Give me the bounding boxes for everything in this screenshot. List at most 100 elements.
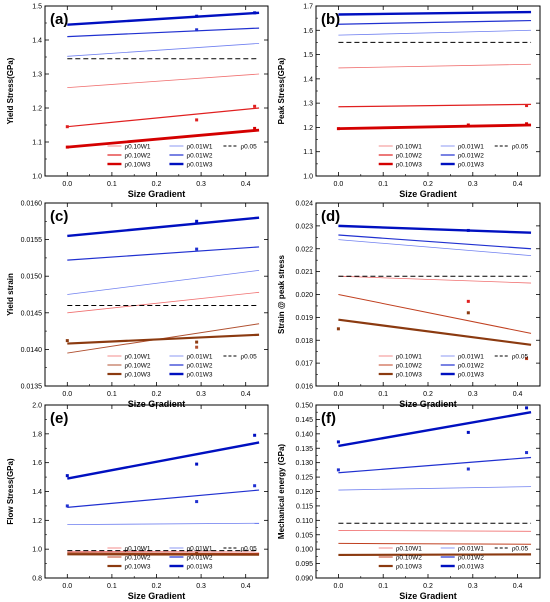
data-point bbox=[525, 104, 529, 108]
x-tick-label: 0.4 bbox=[241, 391, 251, 398]
series-line bbox=[338, 411, 532, 448]
x-tick-label: 0.0 bbox=[334, 181, 344, 188]
series-line bbox=[338, 553, 532, 557]
series-line bbox=[338, 318, 532, 346]
legend-entry: ρ0.10W1 bbox=[396, 144, 422, 151]
y-tick-label: 0.017 bbox=[295, 361, 313, 368]
x-tick-label: 0.3 bbox=[468, 391, 478, 398]
series-line bbox=[67, 333, 260, 345]
series-line bbox=[338, 456, 532, 474]
panel-label: (a) bbox=[50, 11, 68, 28]
data-point bbox=[525, 357, 529, 361]
legend-entry: ρ0.10W1 bbox=[124, 546, 150, 553]
x-tick-label: 0.1 bbox=[378, 583, 388, 590]
y-tick-label: 1.1 bbox=[303, 149, 313, 156]
legend-entry: ρ0.05 bbox=[240, 354, 257, 361]
x-axis-label: Size Gradient bbox=[399, 189, 457, 199]
y-tick-label: 1.6 bbox=[303, 28, 313, 35]
legend-entry: ρ0.01W1 bbox=[186, 546, 212, 553]
y-axis-label: Mechanical energy (GPa) bbox=[277, 444, 286, 539]
data-point bbox=[195, 462, 199, 466]
legend-entry: ρ0.01W1 bbox=[458, 546, 484, 553]
data-point bbox=[195, 28, 199, 32]
legend-entry: ρ0.05 bbox=[512, 354, 529, 361]
chart-panel-b: 0.0 0.1 0.2 0.3 0.4 1.0 1.1 1.2 1.3 1.4 1.5 1.6 1.7 S… bbox=[277, 4, 541, 199]
legend-entry: ρ0.10W1 bbox=[124, 354, 150, 361]
data-point bbox=[65, 504, 69, 508]
series-line bbox=[67, 216, 260, 238]
series-line bbox=[67, 552, 260, 554]
x-tick-label: 0.2 bbox=[152, 391, 162, 398]
y-tick-label: 0.0155 bbox=[21, 237, 43, 244]
y-tick-label: 0.019 bbox=[295, 315, 313, 322]
x-axis-label: Size Gradient bbox=[399, 399, 457, 409]
x-tick-label: 0.4 bbox=[513, 181, 523, 188]
y-axis-label: Yield Stress(GPa) bbox=[6, 57, 15, 124]
y-tick-label: 0.0145 bbox=[21, 310, 43, 317]
data-point bbox=[195, 340, 199, 344]
y-tick-label: 0.020 bbox=[295, 292, 313, 299]
series-line bbox=[67, 550, 260, 553]
series-line bbox=[67, 291, 260, 314]
y-tick-label: 0.0160 bbox=[21, 201, 43, 208]
y-tick-label: 0.145 bbox=[295, 417, 313, 424]
legend-entry: ρ0.01W3 bbox=[458, 372, 484, 379]
x-tick-label: 0.4 bbox=[241, 583, 251, 590]
y-tick-label: 0.105 bbox=[295, 532, 313, 539]
series-line bbox=[67, 73, 260, 88]
data-point bbox=[195, 118, 199, 122]
plot-frame bbox=[315, 5, 541, 177]
legend-entry: ρ0.10W2 bbox=[396, 153, 422, 160]
data-point bbox=[253, 11, 257, 15]
y-tick-label: 0.130 bbox=[295, 460, 313, 467]
plot-frame bbox=[44, 202, 269, 387]
y-tick-label: 0.023 bbox=[295, 223, 313, 230]
legend-entry: ρ0.10W1 bbox=[124, 144, 150, 151]
legend-entry: ρ0.10W3 bbox=[124, 162, 150, 169]
data-point bbox=[525, 451, 529, 455]
chart-panel-c: 0.0 0.1 0.2 0.3 0.4 0.0135 0.0140 0.0145 0.0150 0… bbox=[6, 201, 269, 409]
series-line bbox=[67, 11, 260, 26]
legend-entry: ρ0.10W3 bbox=[396, 372, 422, 379]
legend-entry: ρ0.10W3 bbox=[124, 372, 150, 379]
data-point bbox=[253, 484, 257, 488]
y-tick-label: 0.110 bbox=[296, 518, 313, 525]
legend: ρ0.10W1 ρ0.10W2 ρ0.10W3 ρ0.01W1 ρ0.01W2 ρ0.01… bbox=[107, 144, 257, 169]
legend-entry: ρ0.10W2 bbox=[124, 153, 150, 160]
data-point bbox=[466, 299, 470, 303]
data-point bbox=[65, 145, 69, 149]
y-tick-label: 1.0 bbox=[303, 174, 313, 181]
legend-entry: ρ0.10W2 bbox=[396, 363, 422, 370]
y-tick-label: 0.120 bbox=[295, 489, 313, 496]
x-tick-label: 0.3 bbox=[468, 181, 478, 188]
legend-entry: ρ0.05 bbox=[240, 546, 257, 553]
y-tick-label: 0.022 bbox=[295, 246, 313, 253]
y-tick-label: 1.2 bbox=[32, 518, 42, 525]
y-tick-label: 1.8 bbox=[32, 431, 42, 438]
data-point bbox=[195, 345, 199, 349]
y-tick-label: 2.0 bbox=[32, 403, 42, 410]
y-tick-label: 1.3 bbox=[303, 101, 313, 108]
series-line bbox=[67, 27, 260, 38]
legend-entry: ρ0.10W1 bbox=[396, 354, 422, 361]
legend-entry: ρ0.01W2 bbox=[186, 555, 212, 562]
y-tick-label: 0.021 bbox=[295, 269, 313, 276]
data-point bbox=[466, 311, 470, 315]
x-tick-label: 0.0 bbox=[334, 583, 344, 590]
legend-entry: ρ0.05 bbox=[240, 144, 257, 151]
y-tick-label: 0.0150 bbox=[21, 274, 43, 281]
y-tick-label: 0.016 bbox=[295, 384, 313, 391]
legend-entry: ρ0.10W2 bbox=[124, 555, 150, 562]
data-point bbox=[253, 104, 257, 108]
x-axis-label: Size Gradient bbox=[399, 591, 457, 601]
legend-entry: ρ0.01W2 bbox=[186, 153, 212, 160]
data-point bbox=[336, 440, 340, 444]
y-tick-label: 0.100 bbox=[295, 547, 313, 554]
y-tick-label: 0.018 bbox=[295, 338, 313, 345]
legend-entry: ρ0.01W3 bbox=[186, 162, 212, 169]
legend-entry: ρ0.01W3 bbox=[458, 564, 484, 571]
data-point bbox=[195, 219, 199, 223]
legend: ρ0.10W1 ρ0.10W2 ρ0.10W3 ρ0.01W1 ρ0.01W2 ρ0.01… bbox=[107, 546, 257, 571]
series-line bbox=[338, 123, 532, 131]
